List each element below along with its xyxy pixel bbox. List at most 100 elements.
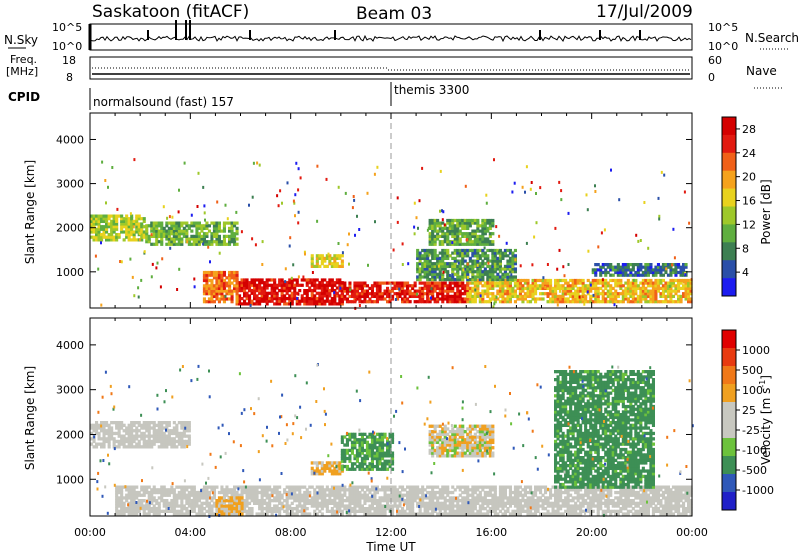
velocity-cell — [132, 507, 136, 511]
velocity-cell — [180, 439, 184, 444]
power-cell — [651, 297, 655, 301]
power-cell — [471, 248, 475, 253]
velocity-cell — [396, 496, 400, 500]
power-cell — [476, 226, 480, 230]
power-cell — [506, 264, 510, 268]
velocity-cell — [145, 504, 149, 508]
power-cell — [345, 300, 349, 304]
velocity-cell — [210, 509, 214, 513]
velocity-cell — [202, 493, 206, 497]
velocity-cell — [363, 509, 367, 513]
power-cell — [461, 270, 465, 274]
velocity-cell — [564, 488, 568, 492]
power-cell — [564, 289, 568, 293]
velocity-cell — [275, 496, 279, 500]
velocity-cell — [107, 423, 111, 427]
power-cell — [253, 278, 257, 282]
velocity-cell — [386, 485, 390, 489]
power-cell — [217, 224, 221, 228]
velocity-cell — [255, 488, 259, 492]
velocity-cell — [152, 421, 156, 425]
power-cell — [426, 256, 430, 260]
velocity-cell — [245, 504, 249, 508]
velocity-cell — [197, 496, 201, 500]
velocity-cell — [175, 493, 179, 497]
power-cell — [636, 300, 640, 304]
power-cell — [466, 251, 470, 255]
velocity-cell — [240, 493, 244, 497]
power-cell — [130, 217, 134, 221]
velocity-cell — [90, 423, 94, 427]
velocity-cell — [285, 509, 289, 513]
velocity-cell — [386, 507, 390, 511]
power-cell — [481, 278, 485, 282]
velocity-cell — [280, 501, 284, 505]
power-cell — [488, 264, 492, 268]
power-cell — [436, 256, 440, 260]
power-cell — [468, 259, 472, 263]
power-cell — [398, 294, 402, 298]
power-cell — [624, 263, 628, 267]
power-cell — [160, 242, 164, 246]
power-cell — [614, 297, 618, 301]
velocity-cell — [579, 512, 583, 516]
power-cell — [428, 224, 432, 228]
velocity-cell — [325, 485, 329, 489]
power-cell — [654, 270, 658, 275]
power-cell — [210, 270, 214, 275]
velocity-cell — [375, 509, 379, 513]
velocity-cell — [310, 501, 314, 505]
power-cell — [488, 300, 492, 304]
velocity-cell — [353, 490, 357, 495]
velocity-cell — [205, 501, 209, 505]
power-cell — [177, 242, 181, 246]
velocity-cell — [250, 509, 254, 513]
power-cell — [176, 288, 179, 291]
power-cell — [551, 289, 555, 293]
power-cell — [421, 297, 425, 301]
power-cell — [428, 242, 432, 246]
velocity-cell — [365, 507, 369, 511]
velocity-cell — [478, 490, 482, 495]
velocity-cell — [122, 496, 126, 500]
power-cell — [217, 292, 221, 296]
power-cell — [100, 217, 104, 221]
velocity-cell — [175, 512, 179, 516]
power-cell — [601, 270, 605, 275]
power-cell — [466, 226, 470, 230]
velocity-cell — [245, 512, 249, 516]
velocity-cell — [508, 512, 512, 516]
velocity-cell — [511, 490, 515, 495]
power-cell — [606, 263, 610, 267]
velocity-cell — [162, 434, 166, 438]
power-cell — [534, 281, 538, 285]
velocity-cell — [498, 501, 502, 505]
velocity-cell — [401, 512, 405, 516]
velocity-cell — [518, 490, 522, 495]
power-cell — [671, 263, 674, 267]
power-cell — [235, 242, 239, 246]
velocity-cell — [142, 442, 146, 446]
velocity-cell — [187, 493, 191, 497]
power-cell — [318, 297, 322, 301]
velocity-cell — [320, 501, 324, 505]
power-cell — [220, 242, 224, 246]
power-cell — [438, 262, 442, 266]
velocity-cell — [298, 501, 302, 505]
velocity-cell — [431, 507, 435, 511]
power-cell — [320, 281, 324, 285]
velocity-cell — [511, 509, 515, 513]
power-cell — [338, 289, 342, 293]
velocity-cell — [483, 501, 487, 505]
velocity-cell — [177, 512, 181, 516]
power-cell — [571, 297, 575, 301]
velocity-cell — [348, 512, 352, 516]
velocity-cell — [579, 501, 583, 505]
power-cell — [498, 262, 502, 266]
power-cell — [265, 283, 269, 287]
power-cell — [290, 294, 294, 298]
velocity-cell — [601, 488, 605, 492]
power-cell — [513, 289, 517, 293]
power-cell — [669, 270, 673, 275]
power-cell — [495, 225, 498, 229]
